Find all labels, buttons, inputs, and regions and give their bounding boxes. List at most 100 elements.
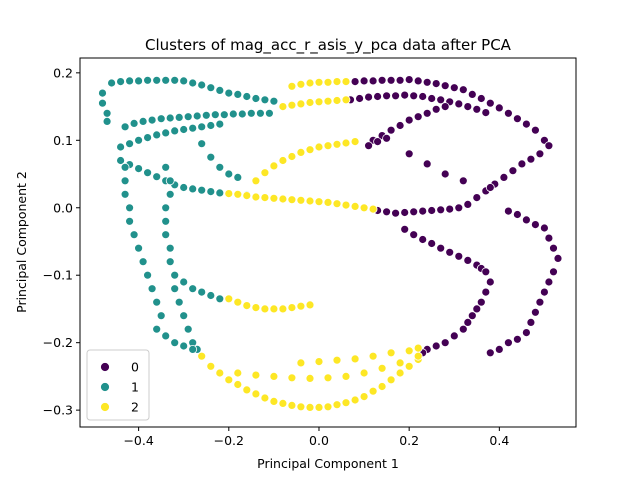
data-point-cluster-2 — [359, 392, 369, 402]
data-point-cluster-1 — [170, 338, 180, 348]
data-point-cluster-1 — [188, 78, 198, 88]
data-point-cluster-1 — [228, 109, 238, 119]
data-point-cluster-2 — [350, 201, 360, 211]
data-point-cluster-0 — [382, 91, 392, 101]
data-point-cluster-2 — [368, 204, 378, 214]
data-point-cluster-2 — [197, 351, 207, 361]
data-point-cluster-1 — [129, 119, 139, 128]
data-point-cluster-1 — [174, 113, 184, 122]
data-point-cluster-1 — [188, 123, 198, 133]
data-point-cluster-0 — [503, 206, 513, 216]
data-point-cluster-0 — [404, 149, 414, 159]
data-point-cluster-2 — [323, 77, 333, 87]
data-point-cluster-1 — [197, 122, 207, 132]
data-point-cluster-1 — [120, 176, 130, 186]
data-point-cluster-1 — [269, 96, 279, 106]
data-point-cluster-0 — [481, 287, 491, 297]
data-point-cluster-0 — [522, 119, 531, 129]
data-point-cluster-1 — [143, 75, 153, 85]
data-point-cluster-0 — [485, 183, 495, 192]
data-point-cluster-2 — [224, 375, 234, 385]
data-point-cluster-1 — [152, 324, 162, 334]
data-point-cluster-0 — [436, 95, 446, 105]
data-point-cluster-1 — [120, 162, 130, 172]
data-point-cluster-2 — [314, 357, 324, 367]
data-point-cluster-2 — [350, 137, 360, 147]
data-point-cluster-2 — [341, 95, 351, 105]
y-tick-label: −0.1 — [43, 268, 73, 283]
data-point-cluster-2 — [305, 373, 315, 383]
data-point-cluster-0 — [481, 108, 491, 117]
data-point-cluster-0 — [494, 344, 504, 354]
data-point-cluster-1 — [165, 176, 175, 186]
data-point-cluster-2 — [314, 402, 324, 412]
data-point-cluster-2 — [305, 78, 315, 88]
data-point-cluster-0 — [395, 75, 405, 85]
data-point-cluster-2 — [404, 346, 414, 356]
data-point-cluster-1 — [215, 188, 225, 198]
data-point-cluster-1 — [143, 133, 153, 143]
data-point-cluster-1 — [242, 92, 252, 101]
data-point-cluster-2 — [386, 375, 396, 385]
data-point-cluster-2 — [260, 304, 270, 314]
data-point-cluster-2 — [314, 197, 324, 207]
data-point-cluster-0 — [463, 317, 473, 327]
data-point-cluster-2 — [305, 300, 315, 310]
data-point-cluster-2 — [350, 395, 360, 405]
data-point-cluster-0 — [449, 83, 459, 93]
data-point-cluster-1 — [156, 114, 166, 124]
data-point-cluster-2 — [404, 361, 414, 371]
data-point-cluster-1 — [161, 203, 171, 213]
data-point-cluster-0 — [445, 204, 455, 214]
data-point-cluster-2 — [224, 189, 234, 199]
data-point-cluster-0 — [544, 233, 554, 243]
data-point-cluster-1 — [102, 108, 112, 118]
data-point-cluster-0 — [422, 108, 432, 118]
data-point-cluster-0 — [364, 141, 374, 151]
data-point-cluster-2 — [260, 168, 270, 178]
data-point-cluster-2 — [359, 203, 369, 213]
data-point-cluster-0 — [458, 85, 468, 95]
data-point-cluster-2 — [305, 196, 315, 206]
data-point-cluster-2 — [305, 98, 315, 107]
data-point-cluster-1 — [125, 76, 135, 86]
x-tick-label: 0.2 — [399, 433, 419, 448]
data-point-cluster-1 — [161, 230, 171, 240]
data-point-cluster-1 — [161, 331, 171, 341]
data-point-cluster-0 — [549, 243, 558, 253]
y-tick-label: −0.2 — [43, 335, 73, 350]
data-point-cluster-1 — [170, 284, 180, 294]
data-point-cluster-0 — [431, 341, 441, 351]
data-point-cluster-0 — [418, 92, 428, 101]
data-point-cluster-0 — [463, 255, 473, 265]
data-point-cluster-0 — [377, 75, 387, 85]
data-point-cluster-2 — [233, 297, 243, 307]
data-point-cluster-0 — [364, 92, 374, 102]
y-tick-label: −0.3 — [43, 403, 73, 418]
data-point-cluster-0 — [400, 90, 410, 100]
legend-marker-2 — [100, 402, 110, 412]
data-point-cluster-1 — [120, 189, 130, 199]
data-point-cluster-1 — [179, 183, 189, 192]
legend-label-1: 1 — [131, 380, 139, 395]
data-point-cluster-0 — [409, 230, 419, 240]
x-axis-ticks: −0.4 −0.2 0.0 0.2 0.4 — [123, 427, 509, 448]
data-point-cluster-2 — [359, 368, 369, 378]
data-point-cluster-2 — [242, 385, 252, 395]
data-point-cluster-1 — [215, 119, 225, 129]
data-point-cluster-0 — [413, 112, 423, 122]
data-point-cluster-1 — [233, 172, 243, 182]
data-point-cluster-0 — [535, 149, 545, 159]
data-point-cluster-0 — [467, 311, 477, 321]
data-point-cluster-0 — [472, 304, 482, 314]
data-point-cluster-2 — [332, 355, 342, 365]
data-point-cluster-0 — [454, 203, 464, 213]
data-point-cluster-2 — [269, 193, 279, 203]
x-tick-label: 0.0 — [309, 433, 329, 448]
data-point-cluster-2 — [305, 145, 315, 155]
data-point-cluster-0 — [436, 243, 446, 253]
data-point-cluster-2 — [233, 368, 243, 378]
data-point-cluster-1 — [215, 86, 225, 95]
data-point-cluster-2 — [287, 303, 297, 313]
data-point-cluster-2 — [287, 373, 297, 383]
